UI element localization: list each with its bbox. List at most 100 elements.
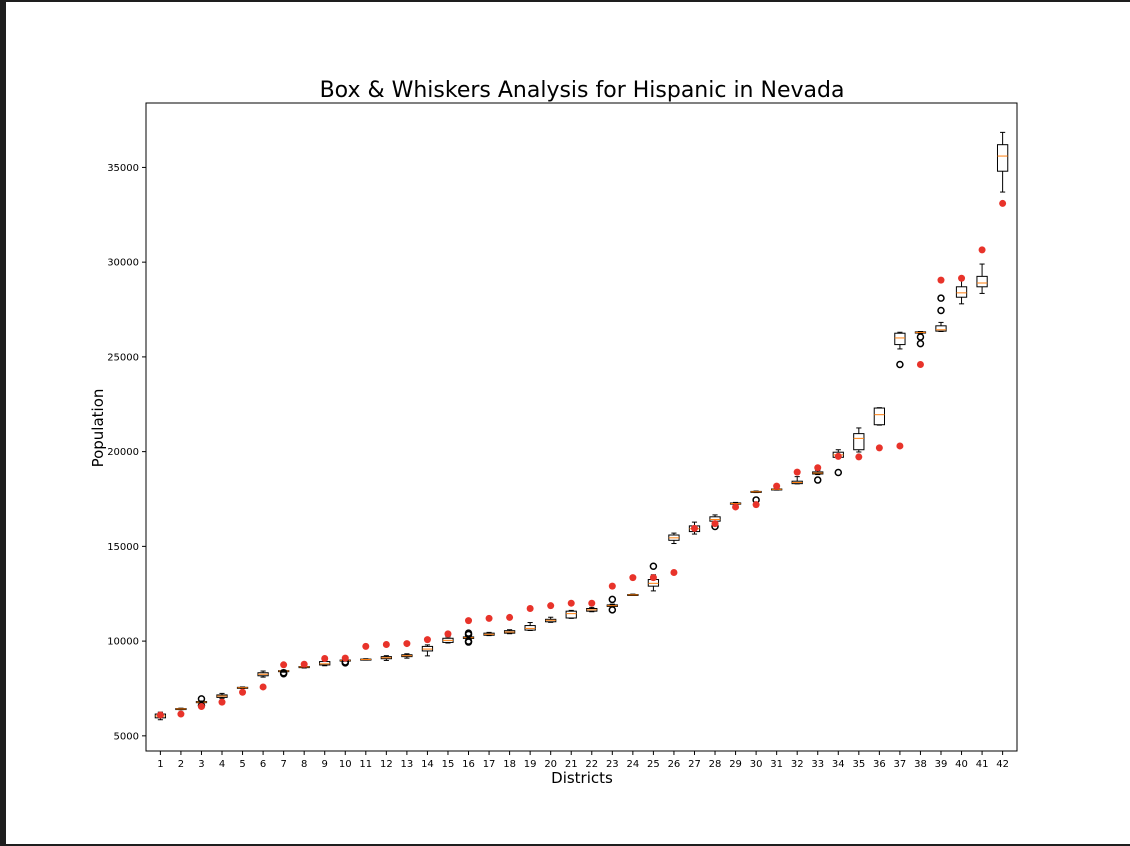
x-tick-label: 13 xyxy=(401,759,414,770)
box-district-40 xyxy=(955,279,968,305)
flier-point xyxy=(916,333,925,341)
box-district-30 xyxy=(750,490,762,504)
box-district-22 xyxy=(586,606,598,613)
box-district-37 xyxy=(894,331,906,369)
red-point-district-6 xyxy=(259,683,267,691)
red-point-district-32 xyxy=(793,468,801,476)
y-tick-label: 25000 xyxy=(107,352,139,363)
flier-point xyxy=(464,629,473,637)
x-tick-label: 6 xyxy=(260,759,266,770)
chart-title: Box & Whiskers Analysis for Hispanic in … xyxy=(320,78,845,103)
x-tick-label: 10 xyxy=(339,759,352,770)
x-tick-label: 12 xyxy=(380,759,393,770)
x-tick-label: 33 xyxy=(811,759,824,770)
box-district-24 xyxy=(627,593,639,596)
x-tick-label: 24 xyxy=(626,759,639,770)
red-point-district-39 xyxy=(937,276,945,284)
flier-point xyxy=(916,339,925,348)
box-district-6 xyxy=(257,670,269,678)
red-points-layer xyxy=(156,199,1007,719)
flier-point xyxy=(896,360,904,369)
x-tick-label: 19 xyxy=(524,759,537,770)
box-iqr xyxy=(955,286,968,298)
x-axis: 1 2 3 4 5 6 7 8 9 10 11 12 13 14 15 16 17 18 19 20 21 22 23 24 2… xyxy=(157,751,1009,770)
box-iqr xyxy=(976,275,988,288)
red-point-district-19 xyxy=(526,605,534,613)
box-district-20 xyxy=(545,616,557,623)
x-tick-label: 34 xyxy=(832,759,845,770)
red-point-district-18 xyxy=(506,613,514,621)
x-tick-label: 15 xyxy=(442,759,455,770)
red-point-district-17 xyxy=(485,614,493,622)
box-district-7 xyxy=(277,668,290,678)
box-district-33 xyxy=(812,470,824,484)
box-district-2 xyxy=(175,707,187,711)
red-point-district-25 xyxy=(649,574,657,582)
y-tick-label: 30000 xyxy=(107,258,139,269)
box-district-16 xyxy=(462,629,475,646)
red-point-district-8 xyxy=(300,660,308,668)
box-district-42 xyxy=(996,131,1009,193)
x-tick-label: 32 xyxy=(791,759,804,770)
y-tick-label: 20000 xyxy=(107,447,139,458)
box-district-32 xyxy=(791,476,803,485)
red-point-district-5 xyxy=(239,688,247,696)
x-tick-label: 22 xyxy=(585,759,598,770)
x-tick-label: 20 xyxy=(544,759,557,770)
flier-point xyxy=(813,476,822,484)
x-tick-label: 16 xyxy=(462,759,475,770)
flier-point xyxy=(834,468,843,477)
red-point-district-36 xyxy=(875,444,883,452)
box-district-15 xyxy=(442,636,454,644)
red-point-district-34 xyxy=(834,452,842,460)
red-point-district-12 xyxy=(382,641,390,649)
red-point-district-4 xyxy=(218,698,226,706)
box-district-38 xyxy=(914,331,927,348)
box-district-13 xyxy=(401,653,413,659)
x-tick-label: 38 xyxy=(914,759,927,770)
red-point-district-9 xyxy=(321,655,329,663)
flier-point xyxy=(608,606,617,614)
red-point-district-31 xyxy=(773,482,781,490)
red-point-district-27 xyxy=(690,524,698,532)
box-district-5 xyxy=(236,686,249,689)
box-iqr xyxy=(319,661,331,666)
red-point-district-30 xyxy=(752,501,760,509)
x-tick-label: 31 xyxy=(770,759,783,770)
x-tick-label: 3 xyxy=(198,759,204,770)
x-tick-label: 35 xyxy=(852,759,865,770)
red-point-district-42 xyxy=(999,199,1007,207)
x-tick-label: 41 xyxy=(976,759,989,770)
red-point-district-22 xyxy=(588,599,596,607)
box-district-12 xyxy=(380,655,392,661)
red-point-district-37 xyxy=(896,442,904,450)
x-tick-label: 37 xyxy=(894,759,907,770)
red-point-district-33 xyxy=(814,464,822,472)
y-tick-label: 10000 xyxy=(107,637,139,648)
y-tick-label: 15000 xyxy=(107,542,139,553)
x-tick-label: 28 xyxy=(709,759,722,770)
red-point-district-29 xyxy=(732,503,740,511)
red-point-district-24 xyxy=(629,574,637,582)
box-district-14 xyxy=(421,644,434,657)
x-tick-label: 36 xyxy=(873,759,886,770)
x-tick-label: 40 xyxy=(955,759,968,770)
y-tick-label: 35000 xyxy=(107,163,139,174)
x-tick-label: 29 xyxy=(729,759,742,770)
box-district-21 xyxy=(565,609,577,619)
x-tick-label: 4 xyxy=(219,759,225,770)
x-tick-label: 23 xyxy=(606,759,619,770)
box-district-39 xyxy=(935,294,947,333)
red-point-district-3 xyxy=(197,702,205,710)
red-point-district-26 xyxy=(670,569,678,577)
flier-point xyxy=(937,294,945,302)
x-tick-label: 2 xyxy=(178,759,184,770)
x-tick-label: 9 xyxy=(322,759,328,770)
x-tick-label: 17 xyxy=(483,759,496,770)
plot-area xyxy=(145,102,1018,752)
window-frame-left xyxy=(0,0,6,846)
y-axis: 5000 10000 15000 20000 25000 30000 35000 xyxy=(107,163,146,742)
red-point-district-41 xyxy=(978,246,986,254)
red-point-district-11 xyxy=(362,642,370,650)
